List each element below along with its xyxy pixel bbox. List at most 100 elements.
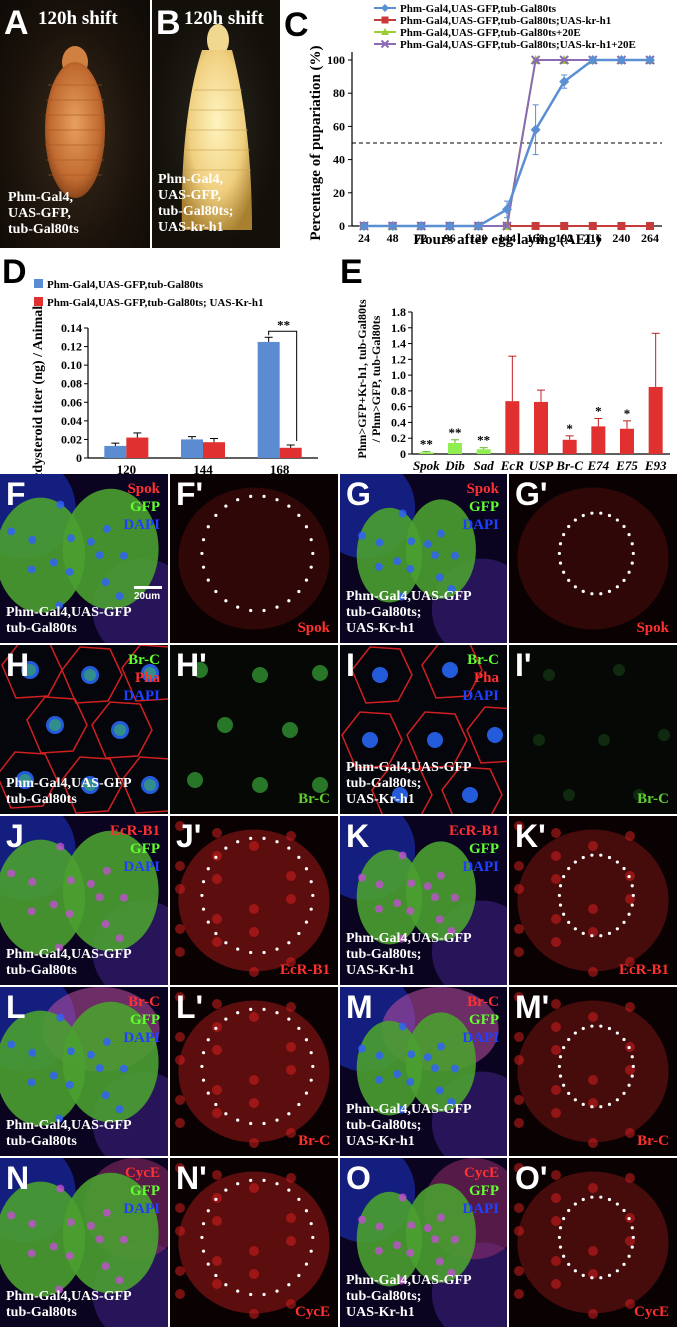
cell-nucleus (55, 1114, 64, 1123)
chart-e: 00.20.40.60.81.01.21.41.61.8**Spok**Dib*… (355, 299, 670, 473)
cell-nucleus (95, 1235, 104, 1244)
cell-nucleus (28, 1048, 37, 1057)
gland-outline-dot (599, 592, 603, 596)
red-nucleus (588, 1183, 598, 1193)
c-x-tick-label: 96 (444, 231, 456, 245)
e-bar (620, 428, 634, 454)
gland-outline-dot (562, 1045, 566, 1050)
cell-nucleus (435, 915, 444, 924)
cell-nucleus (358, 531, 367, 540)
red-nucleus (514, 861, 524, 871)
c-x-tick-label: 48 (387, 231, 399, 245)
d-sig-label: ** (277, 317, 290, 332)
cell-outline (351, 646, 413, 704)
red-signal (178, 829, 330, 972)
micrograph-h2: H' Br-C (170, 645, 338, 814)
cell-nucleus (56, 1184, 65, 1193)
gland-outline-dot (249, 950, 253, 955)
gland-outline-dot (236, 1118, 240, 1122)
nucleus (487, 727, 503, 743)
red-nucleus (286, 894, 296, 904)
marker-labels: Spok GFP DAPI (123, 480, 160, 534)
gland-outline-dot (627, 570, 631, 574)
cell-nucleus (436, 1042, 445, 1051)
panel-letter: I' (515, 647, 532, 683)
red-nucleus (625, 831, 635, 841)
brc-signal (192, 662, 208, 678)
c-x-tick-label: 168 (527, 231, 545, 245)
cell-nucleus (7, 1040, 16, 1049)
e-y-tick-label: 1.6 (391, 321, 406, 335)
gland-outline-dot (206, 867, 210, 871)
red-nucleus (551, 999, 561, 1009)
e-y-tick-label: 1.0 (391, 368, 406, 382)
micrograph-image (0, 816, 168, 985)
marker-labels: Br-C (637, 1132, 669, 1150)
e-x-tick-label: Spok (413, 458, 440, 473)
gland-outline-dot (567, 1037, 571, 1042)
cell-nucleus (450, 551, 459, 560)
cell-nucleus (101, 1262, 110, 1271)
cell-nucleus (406, 1077, 415, 1086)
c-point (530, 55, 541, 65)
micrograph-image (514, 1163, 669, 1319)
marker-label: DAPI (462, 1201, 499, 1217)
micrograph-j2: J' EcR-B1 (170, 816, 338, 985)
cell-nucleus (423, 1224, 432, 1233)
micrograph-image (0, 1158, 168, 1327)
cell-nucleus (397, 592, 406, 601)
gland-outline-dot (590, 1024, 594, 1028)
panel-letter: K' (515, 818, 546, 854)
gland-outline-dot (573, 1202, 577, 1206)
red-nucleus (175, 1266, 185, 1276)
gland-outline-dot (200, 1064, 204, 1069)
micrograph-image (0, 987, 168, 1156)
gland-outline-dot (236, 1182, 240, 1186)
gland-outline-dot (206, 1038, 210, 1042)
cell-nucleus (28, 877, 37, 886)
gland-outline-dot (558, 542, 563, 546)
micrograph-n2: N' CycE (170, 1158, 338, 1327)
gland-outline-dot (615, 518, 619, 522)
panel-letter: H' (176, 647, 207, 683)
c-x-tick-label: 240 (612, 231, 630, 245)
gland-outline-dot (630, 1055, 634, 1059)
red-nucleus (514, 1289, 524, 1299)
marker-label: GFP (130, 841, 160, 857)
e-x-tick-label: USP (529, 458, 555, 473)
gland-outline-dot (630, 884, 634, 888)
gland-outline-dot (275, 1182, 279, 1186)
panel-b-title: 120h shift (184, 8, 264, 29)
brc-signal (613, 664, 625, 676)
cell-nucleus (66, 1047, 75, 1056)
e-bar (591, 426, 606, 454)
red-nucleus (514, 947, 524, 957)
cell-nucleus (407, 1221, 416, 1230)
brc-signal (19, 774, 31, 786)
e-x-tick-label: Dib (444, 458, 465, 473)
genotype-label: Phm-Gal4,UAS-GFP tub-Gal80ts; UAS-Kr-h1 (346, 931, 472, 978)
cell-nucleus (435, 573, 444, 582)
gland-outline-dot (630, 1074, 634, 1078)
red-nucleus (175, 1032, 185, 1042)
larva-image-a (45, 46, 105, 198)
d-bar (181, 439, 203, 458)
red-nucleus (551, 828, 561, 838)
marker-label: DAPI (462, 688, 499, 704)
gland-outline-dot (615, 1098, 619, 1102)
cell-nucleus (49, 1242, 58, 1251)
e-x-tick-label: E75 (615, 458, 638, 473)
gland-outline-dot (607, 855, 612, 860)
gland-lobe (356, 1191, 423, 1287)
gland-outline-dot (311, 551, 315, 556)
gland-outline-dot (287, 1188, 291, 1192)
red-nucleus (286, 1213, 296, 1223)
e-bar (505, 401, 520, 454)
brc-signal (598, 734, 610, 746)
marker-label: DAPI (462, 517, 499, 533)
micrograph-image (340, 987, 507, 1156)
micrograph-image (514, 821, 669, 977)
cell-nucleus (101, 578, 110, 587)
gland-outline-dot (262, 836, 266, 840)
cell-nucleus (398, 1022, 407, 1031)
